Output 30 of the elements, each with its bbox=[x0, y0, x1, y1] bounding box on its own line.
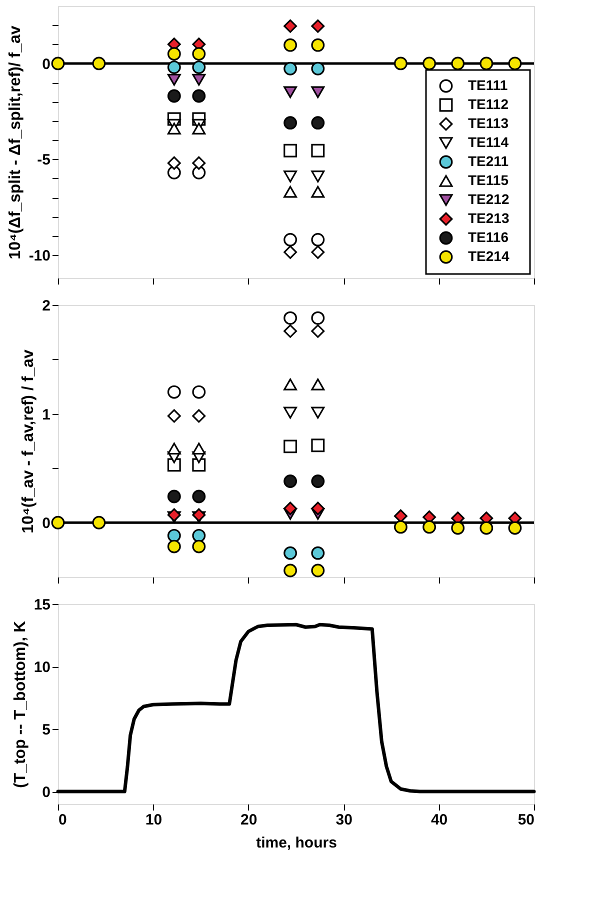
y-axis-title: 10⁴(f_av - f_av,ref) / f_av bbox=[20, 350, 38, 534]
y-tick-label: 0 bbox=[42, 784, 50, 801]
legend-label: TE213 bbox=[468, 210, 510, 226]
x-tick-label: 30 bbox=[336, 812, 352, 828]
legend-label: TE114 bbox=[468, 134, 509, 150]
x-tick-label: 20 bbox=[240, 812, 258, 828]
y-tick-label: 10 bbox=[34, 659, 50, 676]
x-axis-title: time, hours bbox=[256, 834, 337, 852]
legend-label: TE113 bbox=[468, 115, 509, 131]
legend-label: TE111 bbox=[468, 77, 508, 93]
legend-label: TE112 bbox=[468, 96, 509, 112]
y-tick-label: 15 bbox=[34, 596, 50, 614]
legend-label: TE115 bbox=[468, 172, 509, 188]
y-tick-label: 0 bbox=[42, 56, 50, 73]
y-tick-label: 2 bbox=[42, 298, 50, 314]
y-tick-label: -10 bbox=[28, 248, 50, 265]
y-tick-label: 1 bbox=[42, 406, 50, 424]
legend-label: TE214 bbox=[468, 248, 510, 264]
x-tick-label: 40 bbox=[430, 812, 448, 828]
y-axis-title: (T_top -- T_bottom), K bbox=[12, 620, 29, 788]
x-tick-label: 10 bbox=[145, 812, 162, 828]
legend-label: TE116 bbox=[468, 229, 509, 245]
y-axis-title: 10⁴(Δf_split - Δf_split,ref)/ f_av bbox=[6, 26, 24, 260]
x-tick-label: 0 bbox=[58, 812, 67, 828]
legend-label: TE211 bbox=[468, 153, 509, 169]
y-tick-label: 0 bbox=[42, 515, 50, 532]
x-tick-label: 50 bbox=[518, 812, 534, 828]
y-tick-label: -5 bbox=[37, 152, 50, 169]
legend-label: TE212 bbox=[468, 191, 510, 207]
y-tick-label: 5 bbox=[42, 722, 50, 738]
